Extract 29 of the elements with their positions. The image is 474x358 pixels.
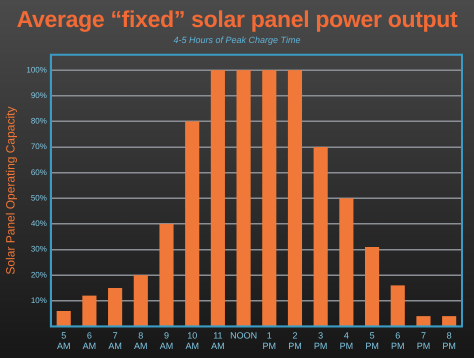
y-tick-label: 80% bbox=[30, 116, 47, 126]
y-tick-label: 50% bbox=[30, 193, 47, 202]
x-tick-label: 8 AM bbox=[134, 330, 148, 352]
y-tick-label: 90% bbox=[30, 91, 47, 100]
x-tick-label: 3 PM bbox=[314, 330, 328, 352]
y-tick-label: 10% bbox=[30, 296, 47, 305]
x-tick-label: 2 PM bbox=[288, 330, 302, 352]
x-tick-label: 7 AM bbox=[108, 330, 122, 352]
y-tick-label: 60% bbox=[30, 168, 47, 177]
x-tick-label: 4 PM bbox=[340, 330, 354, 352]
x-tick-label: 6 AM bbox=[82, 330, 96, 352]
x-tick-label: 5 AM bbox=[56, 330, 70, 352]
x-tick-label: 5 PM bbox=[365, 330, 379, 352]
y-tick-label: 100% bbox=[26, 65, 47, 74]
x-tick-label: 7 PM bbox=[416, 330, 430, 352]
x-tick-label: NOON bbox=[230, 330, 258, 340]
x-tick-label: 11 AM bbox=[211, 330, 225, 352]
x-tick-label: 9 AM bbox=[160, 330, 174, 352]
x-tick-label: 8 PM bbox=[442, 330, 456, 352]
y-axis-title: Solar Panel Operating Capacity bbox=[4, 106, 18, 275]
chart-title: Average “fixed” solar panel power output bbox=[16, 5, 458, 34]
x-tick-label: 1 PM bbox=[262, 330, 276, 352]
x-tick-label: 6 PM bbox=[391, 330, 405, 352]
y-tick-label: 20% bbox=[30, 270, 47, 280]
chart-subtitle: 4-5 Hours of Peak Charge Time bbox=[172, 34, 302, 46]
y-tick-label: 30% bbox=[30, 244, 47, 254]
x-tick-label: 10 AM bbox=[185, 330, 199, 352]
y-tick-label: 40% bbox=[30, 219, 47, 228]
y-tick-label: 70% bbox=[30, 142, 47, 152]
